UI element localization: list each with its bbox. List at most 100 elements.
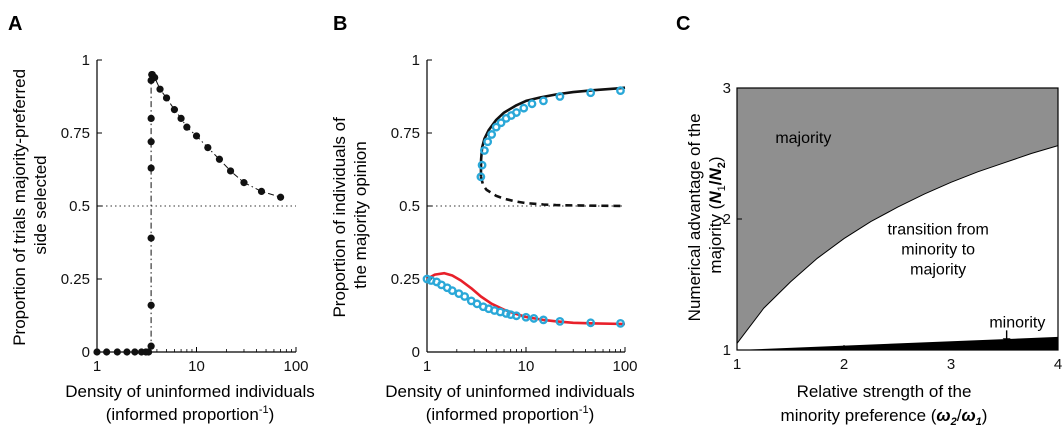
panel-a-data-point [144, 348, 153, 356]
panel-c: C 1 2 3 4 1 2 3 majority transition from minority… [676, 13, 1062, 428]
panel-c-ylabel-post: ) [706, 156, 725, 162]
panel-a-data-point [147, 301, 155, 309]
panel-a-data-point [257, 187, 266, 195]
panel-a-data-point [131, 348, 139, 356]
panel-b-ytick-label: 0.25 [391, 271, 420, 288]
panel-b-data-point [616, 86, 625, 96]
panel-a-letter: A [8, 13, 22, 35]
panel-c-ylabel: Numerical advantage of the majority (N1/… [685, 109, 728, 322]
panel-b-data-point [483, 137, 493, 147]
panel-c-xtick-label: 1 [733, 356, 741, 373]
panel-a-xlabel-line1: Density of uninformed individuals [65, 382, 314, 401]
panel-b-data-point [447, 286, 457, 296]
panel-a-data-point [170, 106, 179, 114]
panel-b-series-line [426, 271, 626, 326]
panel-c-ylabel-line2: majority (N1/N2) [706, 156, 728, 273]
panel-c-ylabel-sub1: 1 [716, 185, 728, 191]
panel-b-xtick-label: 100 [612, 358, 637, 375]
panel-b-data-point [539, 315, 548, 325]
panel-a-data-point [147, 114, 155, 122]
panel-b-data-point [487, 130, 497, 139]
panel-b-data-point [586, 318, 596, 328]
panel-b-data-point [555, 92, 565, 101]
panel-a-xlabel-line2: (informed proportion-1) [106, 404, 275, 424]
panel-a-xtick-label: 100 [283, 358, 308, 375]
panel-b-data-point [527, 99, 537, 109]
panel-c-ylabel-pre: majority ( [706, 203, 725, 273]
panel-b-xlabel-line2: (informed proportion-1) [426, 404, 595, 424]
panel-a-ytick-label: 0 [82, 344, 90, 361]
panel-a: A 0 0.25 0.5 0.75 1 1 10 100 Proportion of tria… [8, 13, 315, 424]
panel-a-data-point [156, 85, 164, 93]
panel-a-ytick-label: 1 [82, 52, 90, 69]
panel-a-data-point [240, 179, 248, 187]
panel-c-ylabel-n1: N [706, 191, 725, 204]
panel-a-data-point [226, 167, 235, 175]
transition-region-label: transition from [887, 222, 988, 239]
panel-c-xlabel-w1: ω [961, 406, 975, 425]
panel-b-xtick-label: 10 [518, 358, 535, 375]
panel-a-xlabel-sup: -1 [259, 404, 269, 416]
panel-a-ytick-label: 0.5 [69, 198, 90, 215]
panel-b-data-point [422, 274, 432, 284]
panel-c-xlabel-pre: minority preference ( [781, 406, 937, 425]
panel-b-plot: 0 0.25 0.5 0.75 1 1 10 100 [391, 52, 638, 375]
panel-c-ytick-label: 2 [723, 211, 731, 228]
panel-c-xlabel-slash: / [957, 406, 962, 425]
panel-a-data-point [123, 348, 131, 356]
panel-c-ylabel-sub2: 2 [716, 162, 728, 168]
transition-region-label: minority to [901, 242, 975, 259]
panel-c-ylabel-n2: N [706, 168, 725, 181]
panel-a-ylabel-line1: Proportion of trials majority-preferred [10, 69, 29, 346]
panel-a-xlabel-close: ) [269, 405, 275, 424]
panel-b: B 0 0.25 0.5 0.75 1 1 10 100 Proportion of indi… [330, 13, 638, 424]
panel-a-xlabel-main: (informed proportion [106, 405, 259, 424]
panel-b-data-point [512, 108, 521, 117]
panel-c-xlabel-w1sub: 1 [976, 416, 982, 428]
panel-b-data-point [529, 314, 539, 323]
panel-a-series-line [97, 74, 281, 353]
panel-a-data-point [162, 94, 171, 102]
panel-c-ytick-label: 3 [723, 80, 731, 97]
panel-a-ylabel-line2: side selected [31, 155, 50, 254]
panel-c-xlabel-w2sub: 2 [950, 416, 957, 428]
panel-a-data-point [151, 73, 159, 82]
panel-a-data-point [192, 132, 201, 140]
panel-b-xlabel-close: ) [589, 405, 595, 424]
panel-b-ylabel-line2: the majority opinion [351, 141, 370, 288]
panel-c-ytick-label: 1 [723, 342, 731, 359]
panel-b-series-line [479, 86, 626, 177]
panel-a-data-point [147, 138, 155, 146]
panel-a-data-point [93, 348, 101, 356]
panel-a-xtick-label: 1 [93, 358, 101, 375]
minority-region [737, 336, 1058, 350]
panel-c-ylabel-slash: / [706, 180, 725, 185]
minority-region-label: minority [989, 315, 1045, 332]
panel-b-data-point [521, 312, 531, 322]
panel-b-ylabel-line1: Proportion of individuals of [330, 117, 349, 318]
panel-b-data-point [476, 172, 486, 182]
panel-a-data-point [147, 234, 155, 242]
panel-a-data-point [215, 155, 224, 163]
panel-a-data-point [177, 114, 185, 122]
panel-b-ytick-label: 0.5 [399, 198, 420, 215]
panel-b-data-point [519, 103, 529, 113]
panel-a-data-point [113, 348, 121, 356]
panel-c-xlabel-line2: minority preference (ω2/ω1) [781, 406, 988, 428]
panel-a-ytick-label: 0.75 [61, 125, 90, 142]
panel-b-letter: B [333, 13, 347, 35]
panel-b-xtick-label: 1 [423, 358, 431, 375]
panel-c-xlabel-line1: Relative strength of the [797, 382, 972, 401]
panel-c-plot: 1 2 3 4 1 2 3 majority transition from minority t… [723, 80, 1062, 373]
panel-b-data-point [491, 122, 501, 132]
panel-b-ylabel: Proportion of individuals of the majorit… [330, 112, 370, 317]
panel-b-xlabel-main: (informed proportion [426, 405, 579, 424]
panel-a-data-point [183, 123, 191, 131]
panel-b-data-point [616, 318, 625, 328]
panel-a-data-point [276, 193, 285, 201]
panel-c-xlabel-w2: ω [936, 406, 950, 425]
panel-b-data-point [501, 309, 511, 318]
panel-a-plot: 0 0.25 0.5 0.75 1 1 10 100 [61, 52, 309, 375]
panel-b-data-point [586, 88, 596, 98]
